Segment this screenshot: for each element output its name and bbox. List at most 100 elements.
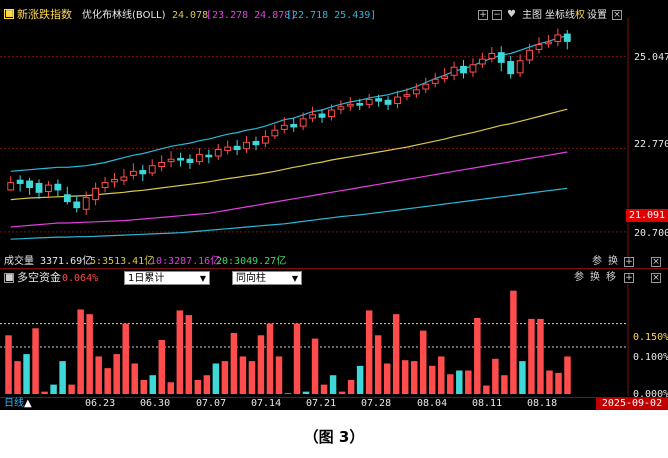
- flow-bar: [537, 318, 544, 394]
- candle-body: [45, 184, 52, 193]
- candle-body: [92, 187, 100, 201]
- flow-bar: [456, 370, 463, 394]
- candle-body: [309, 114, 317, 119]
- candlestick-chart: [0, 18, 629, 258]
- period-selector[interactable]: 日线▲: [4, 398, 32, 410]
- chevron-down-icon: ▼: [199, 274, 206, 283]
- candle: [7, 176, 15, 191]
- date-tick-label: 06.30: [140, 398, 171, 409]
- candle-body: [35, 182, 43, 193]
- candle-body: [460, 65, 467, 74]
- candle: [469, 58, 477, 77]
- candle-body: [450, 66, 458, 76]
- flow-bar: [41, 391, 48, 394]
- candle: [337, 100, 345, 115]
- flow-bar: [59, 361, 66, 394]
- flow-move-button[interactable]: 移: [606, 272, 616, 283]
- type-dropdown[interactable]: 同向柱 ▼: [232, 271, 302, 285]
- indicator-menu-icon[interactable]: ■: [4, 9, 14, 19]
- flow-bar: [320, 384, 328, 394]
- candle-body: [403, 94, 411, 97]
- flow-param-button[interactable]: 参: [574, 272, 584, 283]
- main-chart-button[interactable]: 主图: [522, 10, 542, 21]
- candle: [394, 90, 401, 109]
- flow-bar: [131, 363, 138, 394]
- flow-bar: [86, 314, 93, 394]
- flow-bar: [474, 317, 481, 394]
- weight-button[interactable]: 权: [575, 10, 585, 21]
- figure-caption: （图 3）: [303, 428, 365, 446]
- price-axis-label-mid: 22.770: [634, 139, 668, 150]
- price-axis-label-top: 25.047: [634, 52, 668, 63]
- flow-bar: [158, 340, 166, 394]
- flow-bar: [95, 356, 102, 394]
- flow-bar: [338, 391, 346, 394]
- indicator-tab[interactable]: 新涨跌指数: [17, 8, 72, 21]
- candle-body: [186, 158, 194, 163]
- candle: [252, 136, 260, 151]
- period-dropdown[interactable]: 1日累计 ▼: [124, 271, 210, 285]
- volume-ma5: 5:3513.41亿: [90, 256, 155, 267]
- candle: [299, 112, 307, 131]
- heart-icon[interactable]: ♥: [507, 9, 516, 20]
- axis-line-button[interactable]: 坐标线: [545, 10, 575, 21]
- candle: [403, 88, 411, 101]
- flow-bar: [284, 393, 292, 395]
- candle-body: [365, 98, 373, 105]
- flow-bar: [68, 384, 75, 394]
- candle: [563, 30, 571, 50]
- date-tick-label: 08.18: [527, 398, 558, 409]
- settings-button[interactable]: 设置: [587, 10, 607, 21]
- flow-bar: [77, 309, 84, 394]
- current-price-tag: 21.091: [626, 209, 668, 222]
- candle-body: [261, 136, 269, 144]
- flow-zoom-in-icon[interactable]: +: [624, 273, 634, 283]
- flow-close-icon[interactable]: ×: [651, 273, 661, 283]
- candle-body: [497, 52, 505, 63]
- candle-body: [544, 41, 552, 45]
- volume-zoom-in-icon[interactable]: +: [624, 257, 634, 267]
- candle-body: [16, 179, 24, 184]
- zoom-in-icon[interactable]: +: [478, 10, 488, 20]
- candle-body: [563, 33, 571, 42]
- candle-body: [554, 34, 562, 42]
- candle: [158, 155, 166, 172]
- volume-close-icon[interactable]: ×: [651, 257, 661, 267]
- flow-bar: [185, 315, 193, 394]
- flow-bar: [401, 360, 409, 394]
- zoom-out-icon[interactable]: −: [492, 10, 502, 20]
- candle-body: [299, 118, 307, 127]
- flow-bar: [356, 365, 364, 394]
- candle: [365, 93, 373, 109]
- flow-bar: [528, 318, 535, 394]
- candle: [346, 97, 354, 111]
- flow-axis-label-000: 0.000%: [633, 389, 668, 400]
- flow-bar: [501, 375, 508, 394]
- flow-bar: [374, 335, 382, 394]
- flow-menu-icon[interactable]: ■: [4, 273, 14, 283]
- candle-body: [224, 146, 232, 151]
- flow-bar: [14, 361, 21, 394]
- volume-param-icon[interactable]: 参: [592, 256, 602, 267]
- candle: [422, 77, 430, 94]
- volume-swap-icon[interactable]: 换: [608, 256, 618, 267]
- candle: [261, 130, 269, 148]
- volume-ma20: 20:3049.27亿: [216, 256, 287, 267]
- candle: [16, 175, 24, 192]
- flow-bar: [113, 354, 120, 394]
- flow-bar: [266, 323, 274, 394]
- candle-body: [337, 106, 345, 110]
- candle: [54, 179, 62, 197]
- candle-body: [422, 83, 430, 90]
- flow-bar: [5, 335, 12, 394]
- flow-bar: [149, 375, 157, 394]
- flow-swap-button[interactable]: 换: [590, 272, 600, 283]
- candle-body: [516, 60, 524, 74]
- candle-body: [195, 153, 203, 163]
- candle: [431, 72, 439, 88]
- window-close-icon[interactable]: ×: [612, 10, 622, 20]
- boll-lower-value: [22.718 25.439]: [286, 10, 377, 21]
- bottom-band-line: [10, 187, 568, 240]
- date-bar: [0, 397, 668, 410]
- candle: [535, 37, 543, 54]
